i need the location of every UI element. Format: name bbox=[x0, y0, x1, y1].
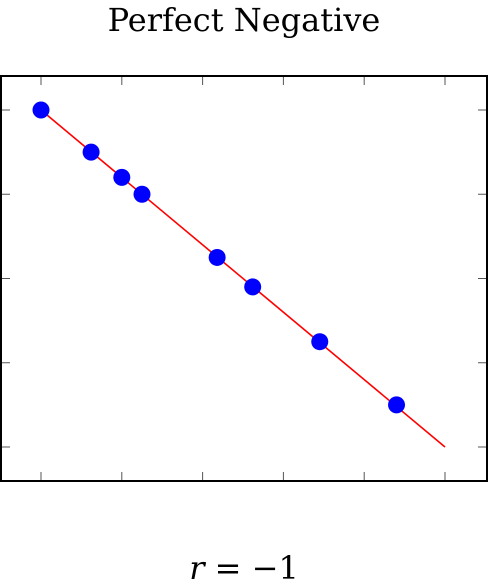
caption-value: −1 bbox=[251, 549, 299, 587]
caption-variable: r bbox=[189, 549, 205, 587]
data-point-1 bbox=[82, 143, 100, 161]
chart-title: Perfect Negative bbox=[107, 1, 381, 39]
data-points bbox=[32, 101, 406, 414]
data-point-2 bbox=[113, 168, 131, 186]
data-point-6 bbox=[311, 333, 329, 351]
fit-line-layer bbox=[40, 109, 446, 448]
fit-line bbox=[40, 109, 446, 448]
data-point-0 bbox=[32, 101, 50, 119]
data-point-3 bbox=[133, 185, 151, 203]
correlation-caption: r = −1 bbox=[0, 548, 488, 588]
data-point-5 bbox=[244, 278, 262, 296]
data-point-7 bbox=[388, 396, 406, 414]
plot-frame bbox=[0, 75, 488, 482]
axis-ticks bbox=[1, 76, 487, 481]
caption-operator: = bbox=[214, 549, 242, 587]
data-point-4 bbox=[208, 248, 226, 266]
